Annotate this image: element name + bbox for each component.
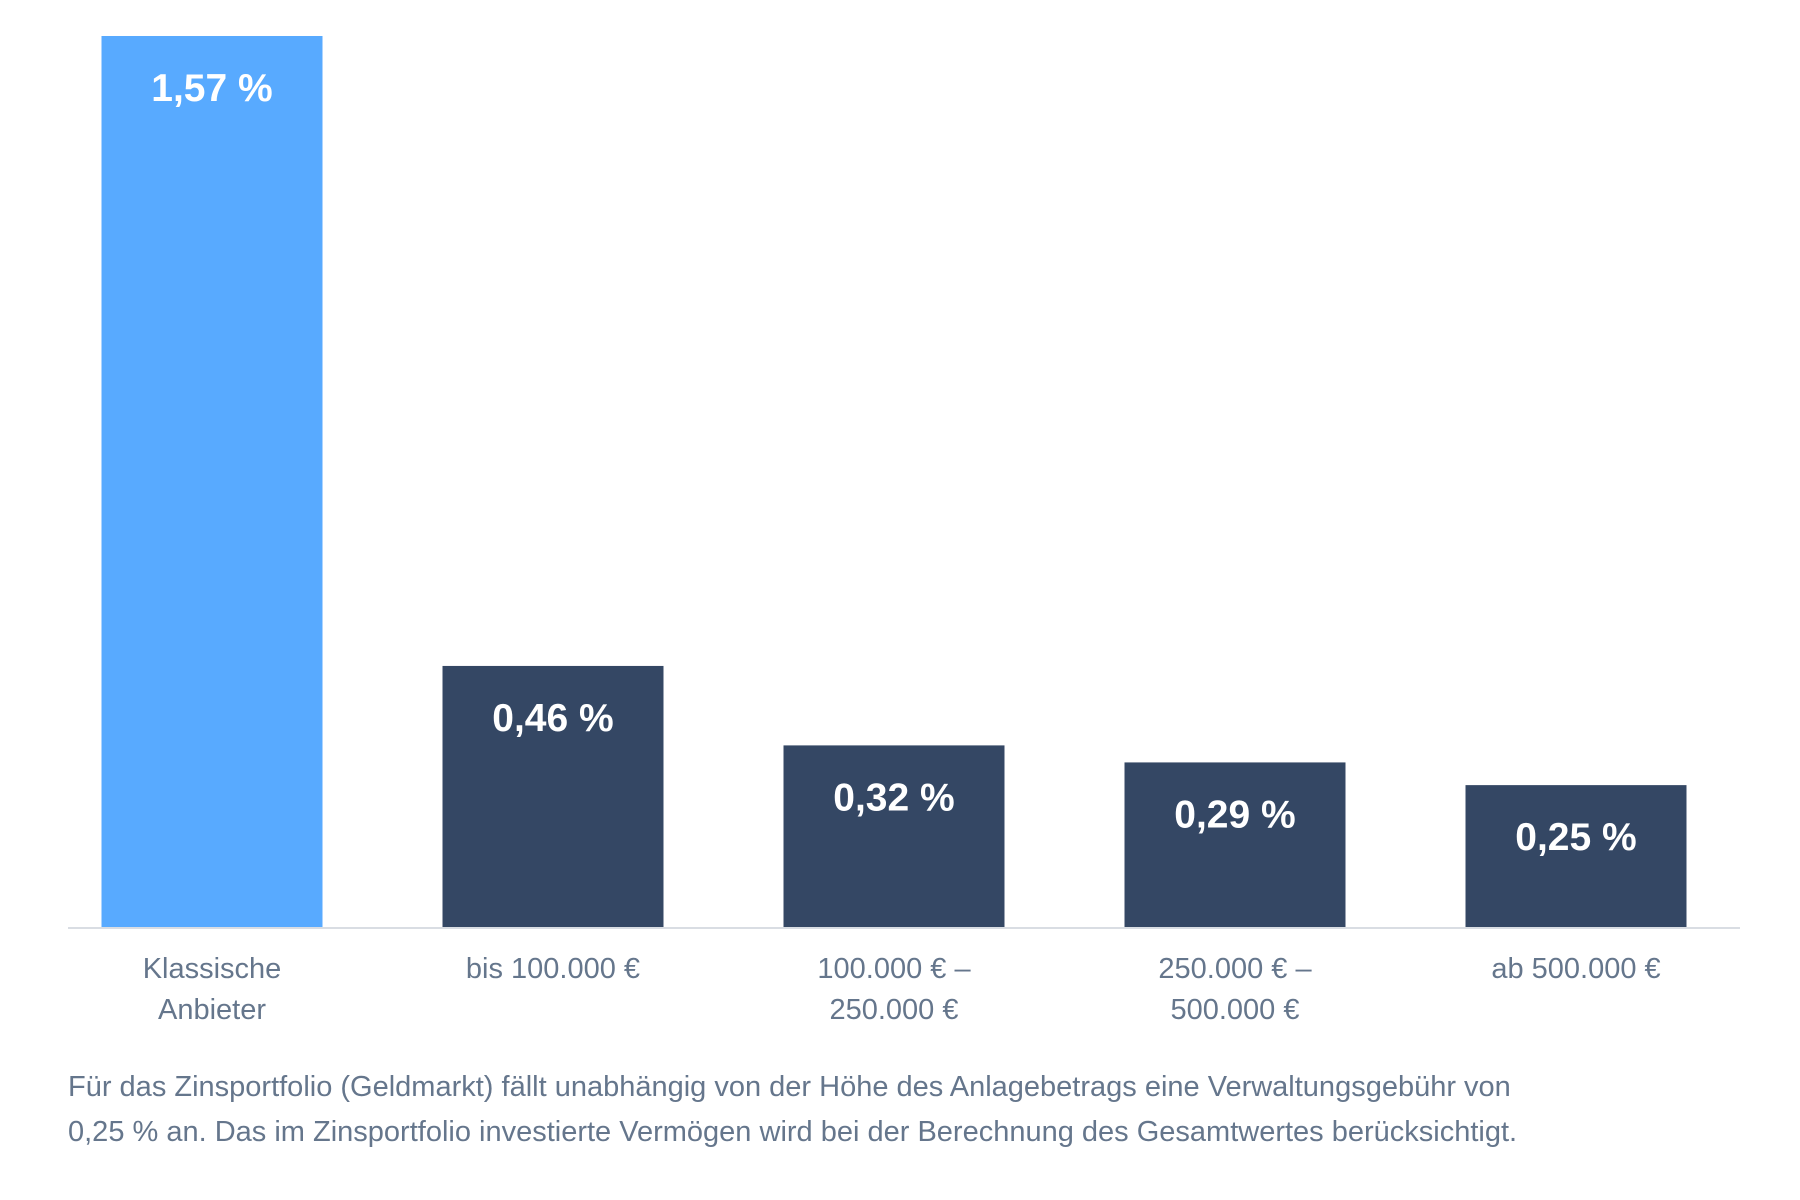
category-labels: Klassische Anbieter bis 100.000 € 100.000 €…: [143, 953, 1661, 1026]
footnote-line-2: 0,25 % an. Das im Zinsportfolio investie…: [68, 1116, 1518, 1148]
category-label-5: ab 500.000 €: [1491, 953, 1660, 985]
category-label-1: Klassische Anbieter: [143, 953, 282, 1026]
bar-1: [101, 36, 323, 927]
bar-value-label-3: 0,32 %: [833, 776, 954, 819]
bar-5: [1465, 785, 1687, 927]
footnote: Für das Zinsportfolio (Geldmarkt) fällt …: [68, 1065, 1748, 1155]
category-label-3-line-2: 250.000 €: [829, 994, 958, 1026]
category-label-5-line-1: ab 500.000 €: [1491, 953, 1660, 985]
bar-value-label-4: 0,29 %: [1174, 793, 1295, 836]
bars: 1,57 % 0,46 % 0,32 % 0,29 % 0,25 %: [101, 36, 1687, 927]
category-label-2: bis 100.000 €: [466, 953, 640, 985]
category-label-4: 250.000 € – 500.000 €: [1158, 953, 1312, 1026]
category-label-3: 100.000 € – 250.000 €: [817, 953, 971, 1026]
category-label-2-line-1: bis 100.000 €: [466, 953, 640, 985]
category-label-4-line-1: 250.000 € –: [1158, 953, 1312, 985]
footnote-line-1: Für das Zinsportfolio (Geldmarkt) fällt …: [68, 1071, 1511, 1103]
category-label-1-line-2: Anbieter: [158, 994, 266, 1026]
category-label-3-line-1: 100.000 € –: [817, 953, 971, 985]
bar-4: [1124, 762, 1346, 927]
bar-value-label-5: 0,25 %: [1515, 816, 1636, 859]
bar-value-label-2: 0,46 %: [492, 697, 613, 740]
category-label-4-line-2: 500.000 €: [1170, 994, 1299, 1026]
category-label-1-line-1: Klassische: [143, 953, 282, 985]
bar-3: [783, 745, 1005, 927]
bar-value-label-1: 1,57 %: [151, 67, 272, 110]
bar-2: [442, 665, 664, 927]
